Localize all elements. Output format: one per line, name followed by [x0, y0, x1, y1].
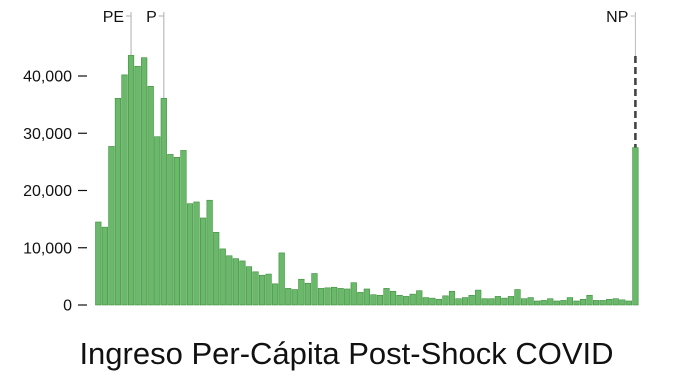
histogram-bar [101, 226, 108, 306]
x-axis-title: Ingreso Per-Cápita Post-Shock COVID [79, 336, 614, 371]
histogram-bar [239, 260, 246, 306]
histogram-bar [422, 297, 429, 306]
histogram-bar [547, 298, 554, 306]
marker-label: P [146, 9, 157, 26]
y-axis: 0 10,000 20,000 30,000 40,000 [23, 69, 87, 315]
histogram-bar [180, 150, 187, 306]
histogram-bar [507, 296, 515, 306]
histogram-bar [442, 295, 449, 306]
histogram-bar [350, 282, 357, 306]
histogram-bar [173, 156, 181, 306]
histogram-bar [409, 293, 416, 306]
histogram-bar [488, 298, 495, 306]
histogram-bar [95, 221, 102, 306]
histogram-bar [560, 300, 567, 306]
histogram-bar [540, 300, 547, 306]
y-tick-label: 30,000 [23, 126, 72, 143]
histogram-bar [396, 294, 403, 306]
histogram-bar [553, 300, 560, 306]
histogram-bar [383, 288, 390, 306]
histogram-bar [213, 231, 220, 306]
bars [95, 55, 639, 306]
histogram-bar [160, 98, 167, 306]
histogram-bar [252, 271, 259, 306]
histogram-bar [376, 294, 384, 306]
histogram-bar [127, 55, 135, 306]
marker-label: PE [103, 9, 124, 26]
histogram-bar [232, 258, 239, 306]
marker-p: P [146, 9, 165, 99]
histogram-bar [481, 298, 488, 306]
histogram-bar [337, 288, 344, 306]
histogram-bar [435, 298, 443, 306]
histogram-bar [206, 199, 213, 306]
y-tick-label: 10,000 [23, 240, 72, 257]
histogram-bar [573, 300, 580, 306]
histogram-bar [389, 290, 397, 306]
histogram-bar [278, 252, 285, 306]
histogram-bar [606, 298, 613, 306]
marker-label: NP [606, 9, 628, 26]
histogram-bar [167, 154, 174, 306]
histogram-bar [121, 74, 128, 306]
histogram-bar [520, 298, 528, 306]
histogram-bar [468, 294, 475, 306]
histogram-bar [534, 300, 541, 306]
histogram-bar [285, 288, 292, 306]
histogram-bar [363, 288, 370, 306]
histogram-bar [114, 98, 122, 306]
histogram-bar [619, 299, 626, 306]
histogram-bar [579, 298, 587, 306]
histogram-bar [514, 289, 521, 306]
histogram-bar [141, 57, 148, 306]
histogram-bar [586, 294, 593, 306]
histogram-bar [599, 300, 606, 306]
histogram-bar [147, 86, 154, 306]
histogram-bar [186, 203, 194, 306]
histogram-bar [344, 288, 351, 306]
histogram-bar [448, 290, 456, 306]
histogram-bar [416, 290, 423, 306]
histogram-bar [193, 201, 200, 306]
histogram-bar [625, 300, 632, 306]
histogram-bar [108, 146, 115, 306]
histogram-bar [219, 248, 226, 306]
histogram-bar [134, 65, 141, 306]
histogram-bar [501, 297, 508, 306]
histogram-bar [592, 300, 600, 306]
histogram-bar [317, 288, 325, 306]
histogram-chart: 0 10,000 20,000 30,000 40,000 PE P NP [23, 9, 639, 315]
histogram-bar [304, 282, 312, 306]
histogram-bar [566, 297, 573, 306]
y-tick-label: 40,000 [23, 69, 72, 86]
y-tick-label: 0 [63, 298, 72, 315]
histogram-bar [370, 294, 377, 306]
histogram-bar [527, 297, 534, 306]
histogram-bar [291, 289, 298, 306]
marker-pe: PE [103, 9, 132, 56]
histogram-bar [475, 289, 482, 306]
histogram-bar [200, 217, 207, 306]
marker-np: NP [606, 9, 637, 305]
histogram-bar [324, 287, 331, 306]
histogram-bar [357, 292, 364, 306]
histogram-bar [226, 255, 233, 306]
histogram-bar [429, 297, 436, 306]
histogram-bar [612, 298, 619, 306]
histogram-bar [632, 147, 639, 306]
histogram-bar [403, 296, 410, 306]
histogram-bar [272, 283, 279, 306]
histogram-bar [494, 296, 501, 306]
y-tick-label: 20,000 [23, 183, 72, 200]
histogram-bar [298, 278, 305, 306]
histogram-bar [245, 266, 253, 306]
histogram-bar [330, 286, 338, 306]
histogram-bar [258, 274, 266, 306]
histogram-bar [455, 298, 462, 306]
histogram-bar [311, 273, 318, 306]
histogram-bar [461, 297, 469, 306]
histogram-bar [265, 273, 272, 306]
histogram-bar [154, 136, 161, 306]
